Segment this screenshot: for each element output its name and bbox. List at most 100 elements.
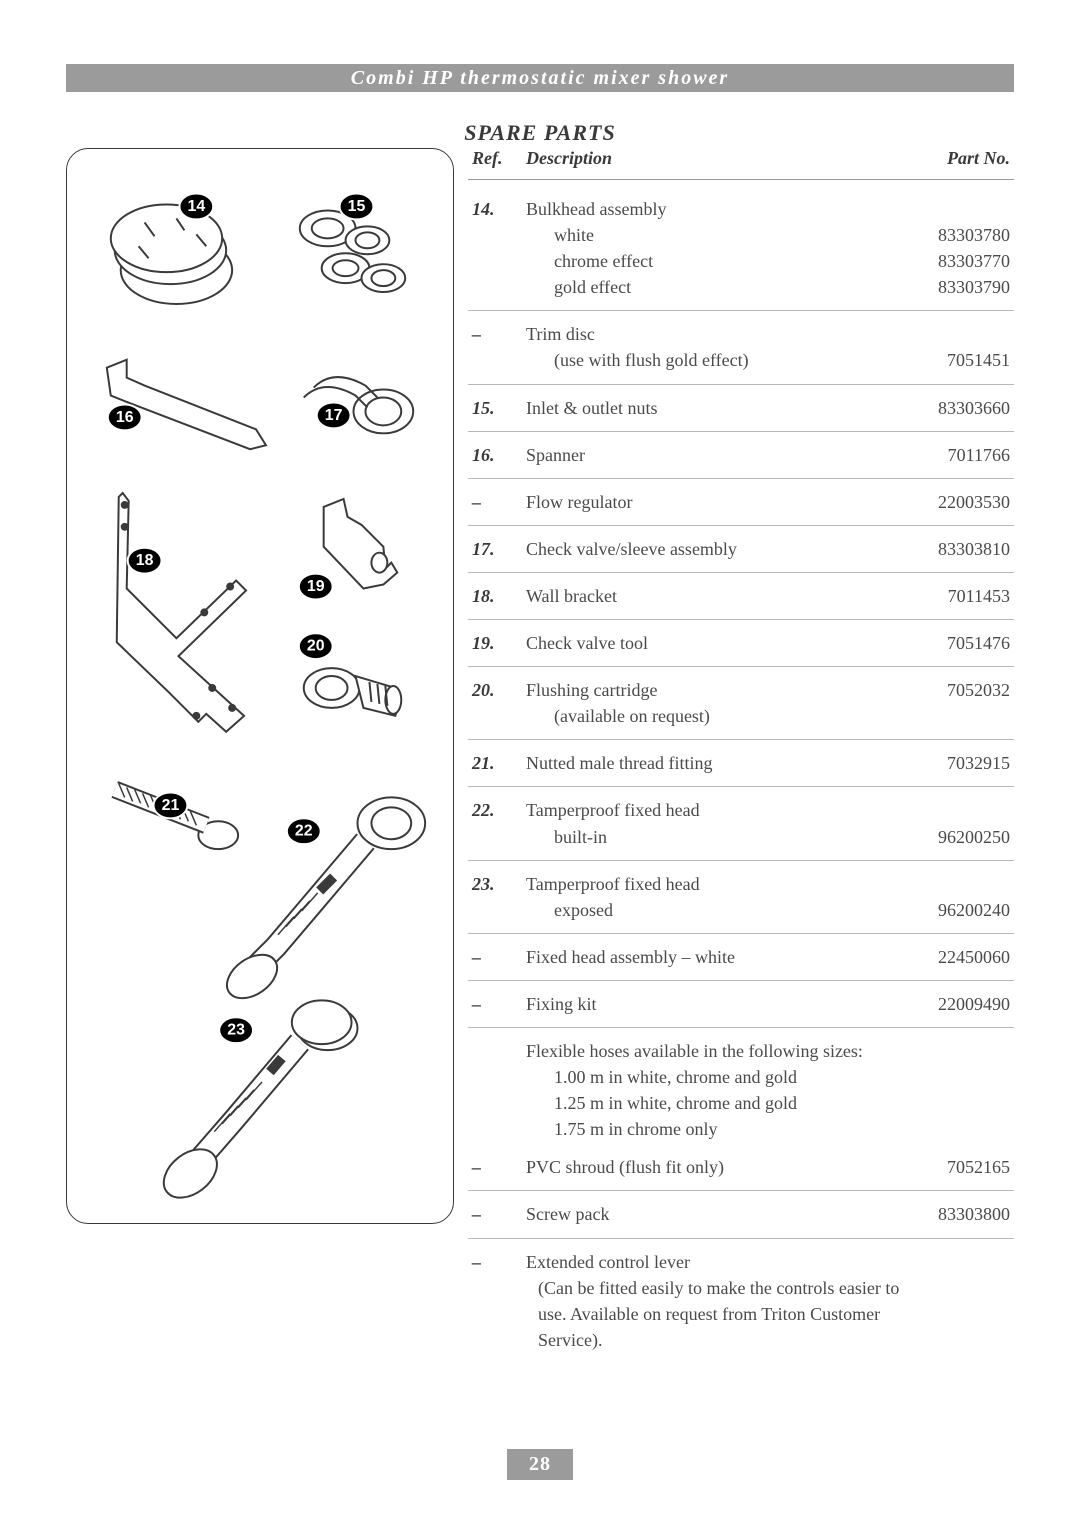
part-cell: 7051451 bbox=[900, 321, 1010, 373]
ref-cell: 17. bbox=[472, 536, 526, 562]
row-separator bbox=[468, 478, 1014, 479]
part-cell: 83303810 bbox=[900, 536, 1010, 562]
badge-label-22: 22 bbox=[295, 823, 313, 840]
table-row: 15.Inlet & outlet nuts83303660 bbox=[468, 389, 1014, 427]
part-23-drawing bbox=[155, 1000, 358, 1207]
desc-cell: Spanner bbox=[526, 442, 900, 468]
badge-label-17: 17 bbox=[325, 407, 343, 424]
desc-cell: Wall bracket bbox=[526, 583, 900, 609]
ref-cell: – bbox=[472, 991, 526, 1017]
table-row: –Screw pack83303800 bbox=[468, 1195, 1014, 1233]
desc-cell: Tamperproof fixed headexposed bbox=[526, 871, 900, 923]
ref-cell: 18. bbox=[472, 583, 526, 609]
header-ref: Ref. bbox=[472, 148, 526, 169]
row-separator bbox=[468, 431, 1014, 432]
ref-cell: 21. bbox=[472, 750, 526, 776]
ref-cell: 20. bbox=[472, 677, 526, 729]
row-separator bbox=[468, 310, 1014, 311]
row-separator bbox=[468, 1238, 1014, 1239]
ref-cell: 15. bbox=[472, 395, 526, 421]
part-18-drawing bbox=[117, 493, 246, 732]
desc-cell: Bulkhead assemblywhitechrome effectgold … bbox=[526, 196, 900, 300]
part-cell bbox=[900, 1038, 1010, 1142]
badge-label-20: 20 bbox=[307, 638, 325, 655]
part-cell: 83303780 83303770 83303790 bbox=[900, 196, 1010, 300]
badge-label-15: 15 bbox=[348, 198, 366, 215]
ref-cell: 22. bbox=[472, 797, 526, 849]
header-bar: Combi HP thermostatic mixer shower bbox=[66, 64, 1014, 92]
part-17-drawing bbox=[304, 377, 413, 433]
part-15-drawing bbox=[300, 210, 405, 292]
header-separator bbox=[468, 179, 1014, 180]
desc-cell: Flexible hoses available in the followin… bbox=[526, 1038, 900, 1142]
table-row: 23.Tamperproof fixed headexposed 9620024… bbox=[468, 865, 1014, 929]
row-separator bbox=[468, 384, 1014, 385]
part-cell: 22003530 bbox=[900, 489, 1010, 515]
table-row: 18.Wall bracket7011453 bbox=[468, 577, 1014, 615]
badge-label-19: 19 bbox=[307, 578, 325, 595]
desc-cell: PVC shroud (flush fit only) bbox=[526, 1154, 900, 1180]
desc-cell: Fixing kit bbox=[526, 991, 900, 1017]
row-separator bbox=[468, 1027, 1014, 1028]
desc-cell: Trim disc(use with flush gold effect) bbox=[526, 321, 900, 373]
desc-cell: Extended control lever(Can be fitted eas… bbox=[526, 1249, 900, 1353]
table-row: 20.Flushing cartridge(available on reque… bbox=[468, 671, 1014, 735]
row-separator bbox=[468, 980, 1014, 981]
ref-cell bbox=[472, 1038, 526, 1142]
badge-label-18: 18 bbox=[136, 552, 154, 569]
desc-cell: Fixed head assembly – white bbox=[526, 944, 900, 970]
row-separator bbox=[468, 619, 1014, 620]
desc-cell: Check valve tool bbox=[526, 630, 900, 656]
table-row: 22.Tamperproof fixed headbuilt-in 962002… bbox=[468, 791, 1014, 855]
table-row: 16.Spanner7011766 bbox=[468, 436, 1014, 474]
row-separator bbox=[468, 1190, 1014, 1191]
table-row: Flexible hoses available in the followin… bbox=[468, 1032, 1014, 1148]
desc-cell: Flushing cartridge(available on request) bbox=[526, 677, 900, 729]
ref-cell: – bbox=[472, 489, 526, 515]
table-header-row: Ref. Description Part No. bbox=[468, 148, 1014, 177]
header-desc: Description bbox=[526, 148, 900, 169]
page-title: SPARE PARTS bbox=[0, 120, 1080, 146]
desc-cell: Check valve/sleeve assembly bbox=[526, 536, 900, 562]
table-row: 19.Check valve tool7051476 bbox=[468, 624, 1014, 662]
part-cell: 83303800 bbox=[900, 1201, 1010, 1227]
page-number: 28 bbox=[507, 1449, 573, 1480]
row-separator bbox=[468, 525, 1014, 526]
table-row: –Flow regulator22003530 bbox=[468, 483, 1014, 521]
part-19-drawing bbox=[324, 499, 398, 589]
table-row: –PVC shroud (flush fit only)7052165 bbox=[468, 1148, 1014, 1186]
ref-cell: 14. bbox=[472, 196, 526, 300]
ref-cell: – bbox=[472, 944, 526, 970]
part-14-drawing bbox=[111, 204, 232, 303]
part-cell bbox=[900, 1249, 1010, 1353]
part-cell: 96200240 bbox=[900, 871, 1010, 923]
header-title: Combi HP thermostatic mixer shower bbox=[351, 67, 729, 90]
badge-label-14: 14 bbox=[187, 198, 205, 215]
part-cell: 96200250 bbox=[900, 797, 1010, 849]
badge-label-21: 21 bbox=[162, 797, 180, 814]
desc-cell: Flow regulator bbox=[526, 489, 900, 515]
parts-diagram: 14151617181920212223 bbox=[66, 148, 454, 1224]
table-row: 17.Check valve/sleeve assembly83303810 bbox=[468, 530, 1014, 568]
badge-label-23: 23 bbox=[227, 1022, 245, 1039]
part-cell: 22009490 bbox=[900, 991, 1010, 1017]
ref-cell: – bbox=[472, 1249, 526, 1353]
part-cell: 7032915 bbox=[900, 750, 1010, 776]
desc-cell: Tamperproof fixed headbuilt-in bbox=[526, 797, 900, 849]
part-22-drawing bbox=[219, 797, 425, 1007]
header-part: Part No. bbox=[900, 148, 1010, 169]
table-row: 14.Bulkhead assemblywhitechrome effectgo… bbox=[468, 190, 1014, 306]
row-separator bbox=[468, 572, 1014, 573]
row-separator bbox=[468, 933, 1014, 934]
ref-cell: 23. bbox=[472, 871, 526, 923]
ref-cell: – bbox=[472, 321, 526, 373]
desc-cell: Inlet & outlet nuts bbox=[526, 395, 900, 421]
row-separator bbox=[468, 739, 1014, 740]
part-cell: 7052165 bbox=[900, 1154, 1010, 1180]
table-row: 21.Nutted male thread fitting7032915 bbox=[468, 744, 1014, 782]
ref-cell: – bbox=[472, 1154, 526, 1180]
ref-cell: 16. bbox=[472, 442, 526, 468]
part-cell: 7011453 bbox=[900, 583, 1010, 609]
parts-table: Ref. Description Part No. 14.Bulkhead as… bbox=[468, 148, 1014, 1359]
table-row: –Fixed head assembly – white22450060 bbox=[468, 938, 1014, 976]
